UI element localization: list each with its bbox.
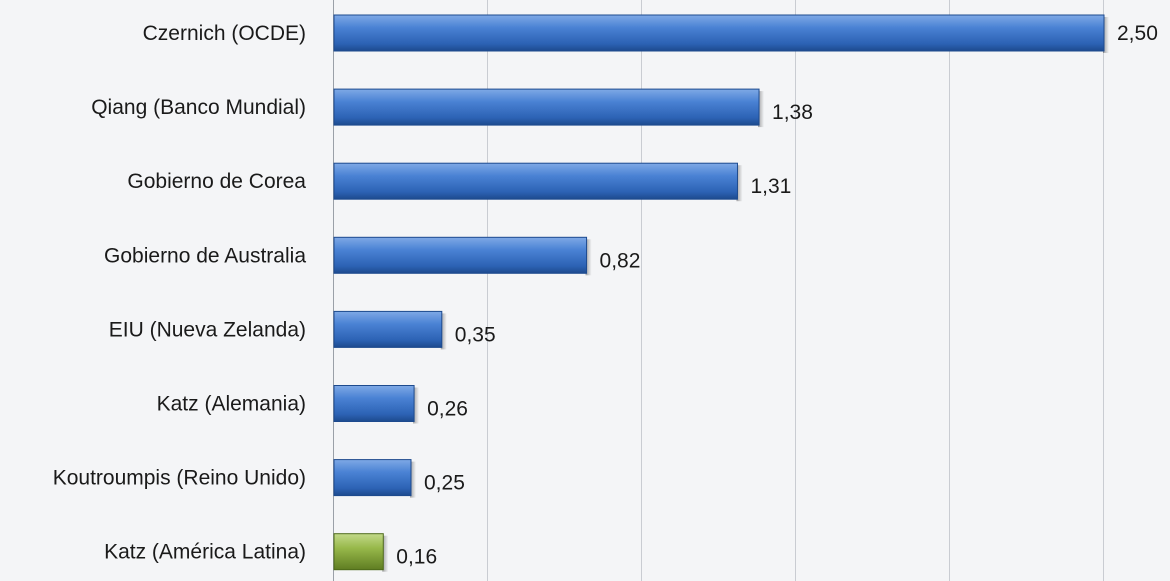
bar-shadow (410, 461, 416, 498)
category-label: Koutroumpis (Reino Unido) (53, 467, 306, 490)
bar (333, 459, 412, 497)
bar-shadow (736, 165, 743, 202)
bar (333, 162, 738, 200)
value-labels: 2,50 1,38 1,31 0,82 0,35 0,26 0,25 0,16 (396, 22, 1158, 569)
bar-shadow (440, 313, 447, 350)
value-label: 1,38 (772, 101, 813, 124)
bar (333, 14, 1105, 52)
category-label: Gobierno de Australia (104, 244, 306, 267)
bar-shadow (1103, 17, 1109, 53)
bar (333, 88, 760, 126)
bar-shadow (382, 535, 389, 572)
value-label: 0,35 (455, 323, 496, 346)
bar-shadow (413, 387, 420, 424)
category-label: Katz (América Latina) (104, 541, 306, 564)
bar-shadow (758, 91, 765, 128)
category-label: Katz (Alemania) (157, 393, 306, 416)
bar-shadow (585, 239, 592, 276)
category-labels: Czernich (OCDE) Qiang (Banco Mundial) Gobi… (53, 22, 307, 564)
category-label: Gobierno de Corea (127, 170, 306, 193)
bar (333, 236, 588, 274)
value-label: 0,16 (396, 546, 437, 569)
category-label: EIU (Nueva Zelanda) (109, 318, 306, 341)
value-label: 0,26 (427, 398, 468, 421)
category-label: Czernich (OCDE) (143, 22, 306, 45)
value-label: 0,82 (600, 249, 641, 272)
bar (333, 533, 384, 571)
bars (333, 14, 1109, 572)
bar (333, 385, 415, 422)
value-label: 2,50 (1117, 22, 1158, 45)
category-label: Qiang (Banco Mundial) (91, 96, 306, 119)
value-label: 0,25 (424, 472, 465, 495)
bar (333, 310, 443, 348)
value-label: 1,31 (750, 175, 791, 198)
